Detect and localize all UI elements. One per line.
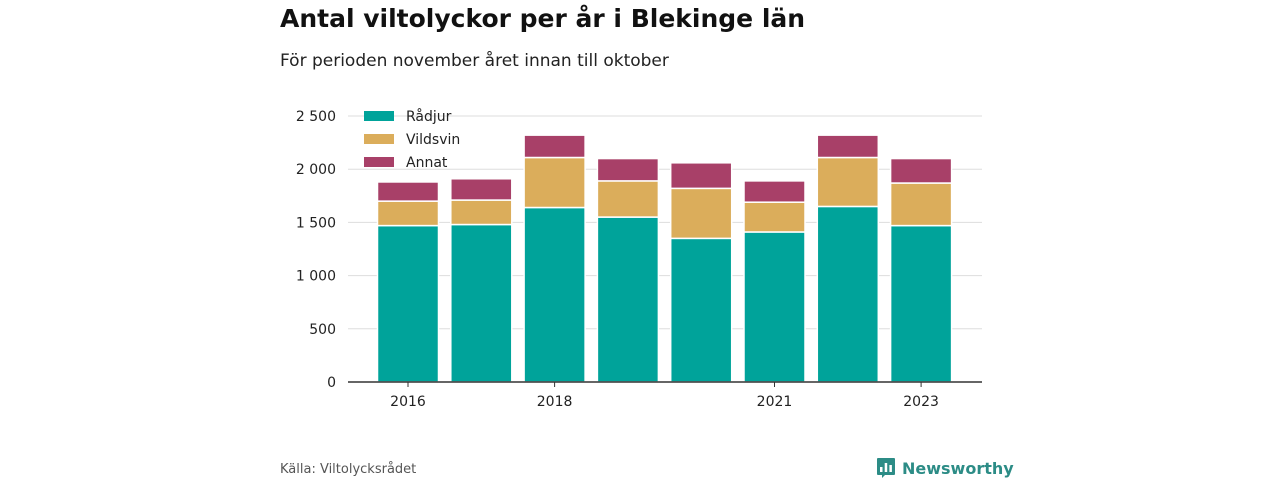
y-tick-label: 1 500 <box>296 215 336 231</box>
bar-annat-2019 <box>596 157 660 182</box>
x-tick-label: 2023 <box>903 394 939 410</box>
legend-label-rådjur: Rådjur <box>406 108 452 125</box>
bar-rådjur-2017 <box>450 223 513 383</box>
x-tick-label: 2021 <box>757 394 793 410</box>
bar-rådjur-2020 <box>669 237 733 383</box>
legend-label-vildsvin: Vildsvin <box>406 132 460 148</box>
bar-rådjur-2022 <box>816 205 880 383</box>
bar-vildsvin-2021 <box>743 201 806 233</box>
bar-annat-2020 <box>669 162 733 190</box>
y-tick-label: 2 500 <box>296 109 336 125</box>
x-tick-label: 2016 <box>390 394 426 410</box>
bar-annat-2022 <box>816 134 880 159</box>
bar-vildsvin-2023 <box>889 182 953 227</box>
y-tick-label: 2 000 <box>296 162 336 178</box>
bar-vildsvin-2017 <box>450 199 513 226</box>
bar-vildsvin-2016 <box>376 200 440 227</box>
bar-vildsvin-2020 <box>669 187 733 240</box>
bar-annat-2023 <box>889 157 953 184</box>
brand-logo: Newsworthy <box>876 456 1014 480</box>
y-tick-label: 1 000 <box>296 269 336 285</box>
bar-annat-2017 <box>450 178 513 201</box>
bar-rådjur-2018 <box>523 206 586 383</box>
chart-subtitle: För perioden november året innan till ok… <box>280 51 669 71</box>
x-tick-label: 2018 <box>537 394 573 410</box>
bars <box>376 134 953 383</box>
legend-swatch-annat <box>364 157 394 167</box>
y-tick-label: 500 <box>309 322 336 338</box>
bar-annat-2021 <box>743 180 806 203</box>
bar-rådjur-2021 <box>743 231 806 383</box>
bar-vildsvin-2018 <box>523 156 586 209</box>
legend: Rådjur Vildsvin Annat <box>364 108 460 171</box>
bar-chart-badge-icon <box>877 458 895 478</box>
bar-vildsvin-2022 <box>816 156 880 208</box>
bar-rådjur-2016 <box>376 224 440 383</box>
legend-swatch-vildsvin <box>364 134 394 144</box>
bar-vildsvin-2019 <box>596 180 660 218</box>
bar-annat-2016 <box>376 181 440 202</box>
stacked-bar-chart: 0 500 1 000 1 500 2 000 2 500 2016 2018 2021 2023… <box>296 108 982 410</box>
axes: 0 500 1 000 1 500 2 000 2 500 2016 2018 2021 2023 <box>296 109 982 410</box>
legend-swatch-rådjur <box>364 111 394 121</box>
bar-annat-2018 <box>523 134 586 159</box>
legend-label-annat: Annat <box>406 155 448 171</box>
bar-rådjur-2023 <box>889 224 953 383</box>
chart-title: Antal viltolyckor per år i Blekinge län <box>280 4 806 33</box>
bar-rådjur-2019 <box>596 216 660 383</box>
brand-name: Newsworthy <box>902 458 1014 478</box>
y-tick-label: 0 <box>327 375 336 391</box>
source-note: Källa: Viltolycksrådet <box>280 462 417 477</box>
